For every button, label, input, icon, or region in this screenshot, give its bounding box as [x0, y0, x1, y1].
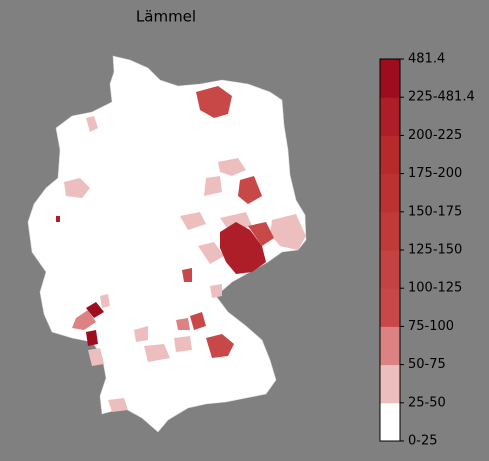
- colorbar-segment: [380, 211, 400, 251]
- region-high: [196, 86, 232, 118]
- region-high: [182, 268, 192, 282]
- region-mid: [176, 318, 190, 330]
- colorbar-tick-label: 125-150: [408, 243, 462, 258]
- region-high: [190, 312, 206, 330]
- colorbar-segment: [380, 250, 400, 289]
- region-low: [88, 348, 104, 366]
- colorbar: 0-25 25-50 50-75 75-100 100-125 125-150 150-17…: [379, 52, 475, 449]
- colorbar-segment: [380, 59, 400, 98]
- region-low: [270, 214, 306, 250]
- colorbar-tick-label: 150-175: [408, 204, 462, 219]
- region-low: [180, 212, 206, 230]
- region-mid: [72, 310, 96, 330]
- region-low: [100, 294, 110, 308]
- colorbar-tick-label: 481.4: [408, 52, 445, 67]
- region-high: [206, 334, 234, 358]
- colorbar-segment: [380, 97, 400, 136]
- region-low: [204, 176, 222, 196]
- colorbar-tick-label: 50-75: [408, 357, 446, 372]
- colorbar-tick-label: 75-100: [408, 319, 454, 334]
- germany-map: [27, 55, 307, 433]
- colorbar-segment: [380, 364, 400, 404]
- colorbar-tick-label: 200-225: [408, 128, 462, 143]
- region-top: [86, 302, 104, 318]
- region-low: [108, 398, 128, 412]
- colorbar-tick-label: 225-481.4: [408, 90, 475, 105]
- region-low: [64, 178, 90, 198]
- region-high: [248, 222, 274, 246]
- colorbar-segment: [380, 173, 400, 213]
- country-outline: [27, 55, 307, 433]
- region-high: [238, 176, 262, 204]
- region-low: [198, 242, 224, 264]
- colorbar-segment: [380, 135, 400, 175]
- region-low: [144, 344, 170, 362]
- region-top: [86, 330, 98, 346]
- colorbar-tick-label: 100-125: [408, 281, 462, 296]
- colorbar-tick-label: 0-25: [408, 434, 438, 449]
- region-low: [210, 284, 222, 298]
- colorbar-segment: [380, 326, 400, 366]
- map-title: Lämmel: [136, 8, 196, 26]
- region-low: [134, 326, 148, 342]
- colorbar-tick-label: 175-200: [408, 166, 462, 181]
- colorbar-tick-label: 25-50: [408, 395, 446, 410]
- region-top: [56, 216, 60, 222]
- colorbar-segment: [380, 288, 400, 327]
- region-low: [174, 336, 192, 352]
- region-low: [86, 116, 98, 132]
- region-low: [218, 158, 246, 176]
- region-top: [220, 222, 266, 274]
- colorbar-segment: [380, 402, 400, 442]
